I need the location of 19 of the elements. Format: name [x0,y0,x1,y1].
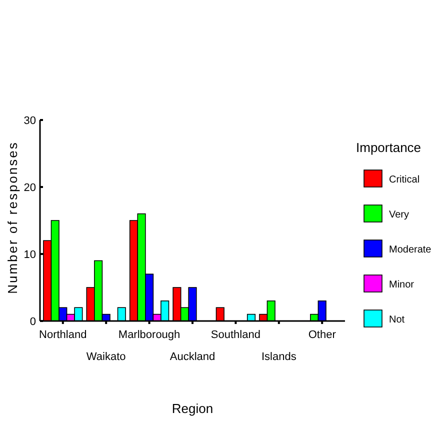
legend-label: Not [389,314,405,326]
legend-label: Critical [389,174,420,186]
x-axis-title: Region [172,401,214,416]
legend-label: Moderate [389,244,432,256]
x-tick-label: Waikato [86,351,126,363]
x-tick-label: Islands [261,351,297,363]
y-tick-label: 30 [24,114,36,127]
legend-label: Minor [389,280,415,290]
legend-label: Very [389,210,410,220]
y-axis-title: Number of responses [5,141,20,294]
x-tick-label: Auckland [170,351,216,363]
x-tick-label: Northland [39,329,87,341]
y-tick-label: 20 [24,182,36,194]
x-tick-label: Other [308,329,336,341]
y-tick-label: 0 [30,316,36,328]
y-tick-label: 10 [24,248,36,261]
x-tick-label: Southland [210,329,260,341]
x-tick-label: Marlborough [118,329,180,341]
legend-title: Importance [356,140,422,155]
